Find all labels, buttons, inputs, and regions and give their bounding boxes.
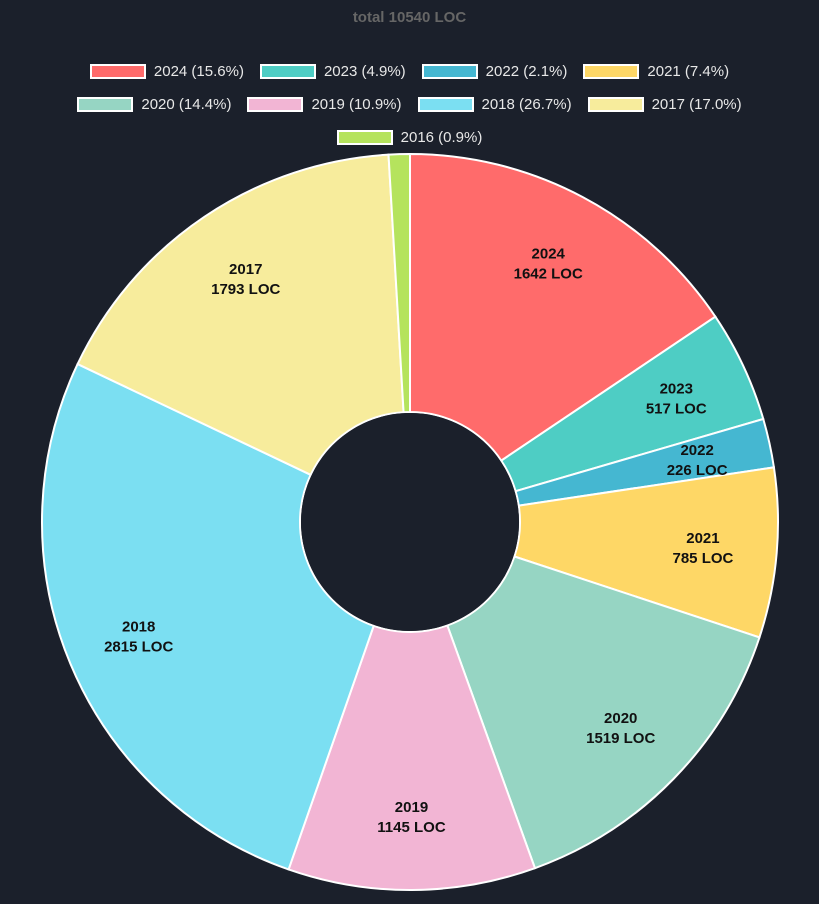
slice-2016[interactable] <box>387 152 411 414</box>
slice-label-year: 2018 <box>122 618 155 635</box>
legend-item-2019[interactable]: 2019 (10.9%) <box>247 95 402 113</box>
slice-2024[interactable] <box>409 152 717 463</box>
slice-label-year: 2024 <box>532 246 566 263</box>
slice-label-value: 1642 LOC <box>514 266 583 283</box>
slice-label-year: 2021 <box>686 530 719 547</box>
legend-label: 2019 (10.9%) <box>311 95 402 113</box>
slice-label-year: 2020 <box>604 710 637 727</box>
slices-layer <box>41 152 779 891</box>
legend-item-2018[interactable]: 2018 (26.7%) <box>417 95 572 113</box>
slice-label-value: 1519 LOC <box>586 730 655 747</box>
slice-2020[interactable] <box>446 555 761 870</box>
legend-item-2021[interactable]: 2021 (7.4%) <box>583 63 729 80</box>
slice-label-value: 1793 LOC <box>211 281 280 298</box>
legend-swatch <box>247 96 304 112</box>
slice-label-value: 1145 LOC <box>377 819 446 836</box>
legend-label: 2024 (15.6%) <box>153 62 244 80</box>
legend-item-2020[interactable]: 2020 (14.4%) <box>77 96 231 113</box>
slice-2019[interactable] <box>287 624 537 891</box>
legend-swatch <box>89 63 146 79</box>
legend-item-2017[interactable]: 2017 (17.0%) <box>587 95 742 113</box>
slice-label-value: 226 LOC <box>667 462 728 479</box>
legend-label: 2018 (26.7%) <box>481 95 572 113</box>
legend-label: 2023 (4.9%) <box>323 62 406 80</box>
doughnut-hole <box>301 413 519 631</box>
legend-label: 2016 (0.9%) <box>400 128 483 146</box>
legend-swatch <box>417 96 474 112</box>
legend-swatch <box>421 63 478 79</box>
legend-row: 2020 (14.4%) 2019 (10.9%) 2018 (26.7%) 2… <box>0 93 819 115</box>
legend-label: 2017 (17.0%) <box>651 95 742 113</box>
legend-item-2023[interactable]: 2023 (4.9%) <box>259 62 406 80</box>
legend-label: 2022 (2.1%) <box>485 62 568 80</box>
slice-label-year: 2022 <box>680 442 713 459</box>
slice-2018[interactable] <box>41 362 375 871</box>
legend-label: 2021 (7.4%) <box>647 62 730 80</box>
legend-item-2022[interactable]: 2022 (2.1%) <box>421 62 568 80</box>
legend-swatch <box>583 63 640 79</box>
slice-label-value: 2815 LOC <box>104 638 173 655</box>
legend-item-2024[interactable]: 2024 (15.6%) <box>89 62 244 80</box>
legend-row: 2016 (0.9%) <box>0 126 819 148</box>
chart-title: total 10540 LOC <box>352 9 467 26</box>
slice-2021[interactable] <box>513 466 779 639</box>
slice-labels-layer: 2024 1642 LOC 2023 517 LOC 2022 226 LOC 2021 78… <box>104 246 733 836</box>
legend-swatch <box>336 129 393 145</box>
legend-item-2016[interactable]: 2016 (0.9%) <box>336 128 483 146</box>
legend-swatch <box>259 63 316 79</box>
slice-label-year: 2019 <box>395 799 428 816</box>
legend-swatch <box>587 96 644 112</box>
legend-label: 2020 (14.4%) <box>141 95 232 113</box>
slice-label-value: 517 LOC <box>646 400 707 417</box>
legend-row: 2024 (15.6%) 2023 (4.9%) 2022 (2.1%) 202… <box>0 60 819 82</box>
slice-label-year: 2023 <box>660 380 693 397</box>
slice-label-value: 785 LOC <box>673 550 734 567</box>
slice-2017[interactable] <box>76 153 405 477</box>
legend-swatch <box>77 96 134 112</box>
slice-label-year: 2017 <box>229 261 262 278</box>
chart-legend: 2024 (15.6%) 2023 (4.9%) 2022 (2.1%) 202… <box>0 60 819 159</box>
